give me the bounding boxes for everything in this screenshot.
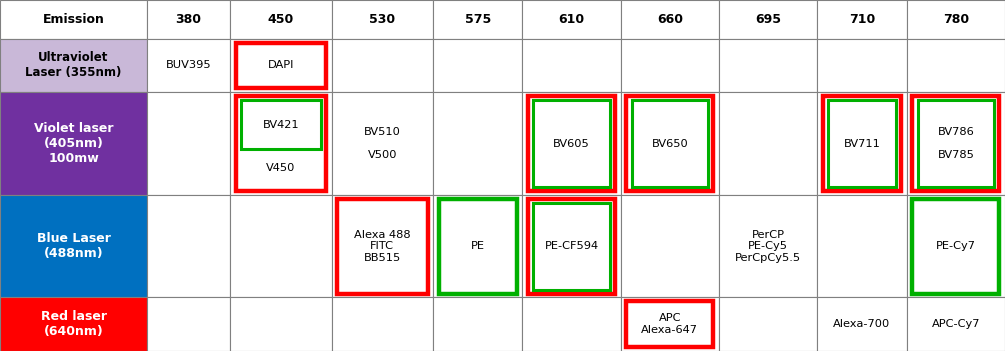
Text: 780: 780: [943, 13, 969, 26]
Text: 695: 695: [755, 13, 781, 26]
Text: BV786

BV785: BV786 BV785: [938, 127, 974, 160]
Text: 710: 710: [849, 13, 875, 26]
Bar: [534, 100, 610, 187]
Bar: [632, 100, 708, 187]
Bar: [621, 297, 719, 351]
Bar: [817, 0, 907, 39]
Bar: [907, 0, 1005, 39]
Text: BV711: BV711: [843, 139, 880, 148]
Bar: [523, 92, 621, 195]
Bar: [236, 96, 326, 191]
Text: V450: V450: [266, 163, 295, 173]
Bar: [817, 92, 907, 195]
Text: 660: 660: [657, 13, 682, 26]
Text: 380: 380: [176, 13, 202, 26]
Text: Emission: Emission: [42, 13, 105, 26]
Bar: [621, 0, 719, 39]
Text: 450: 450: [267, 13, 294, 26]
Bar: [828, 100, 895, 187]
Bar: [147, 297, 230, 351]
Text: BV650: BV650: [651, 139, 688, 148]
Bar: [332, 0, 433, 39]
Text: Alexa-700: Alexa-700: [833, 319, 890, 329]
Bar: [230, 39, 332, 92]
Bar: [523, 195, 621, 297]
Bar: [230, 0, 332, 39]
Bar: [817, 195, 907, 297]
Text: PE: PE: [470, 241, 484, 251]
Text: APC
Alexa-647: APC Alexa-647: [641, 313, 698, 335]
Bar: [523, 39, 621, 92]
Bar: [433, 297, 523, 351]
Bar: [719, 39, 817, 92]
Bar: [817, 297, 907, 351]
Bar: [332, 195, 433, 297]
Bar: [236, 42, 326, 88]
Bar: [719, 195, 817, 297]
Text: 530: 530: [369, 13, 395, 26]
Text: Alexa 488
FITC
BB515: Alexa 488 FITC BB515: [354, 230, 411, 263]
Text: BV421: BV421: [262, 120, 299, 130]
Text: 575: 575: [464, 13, 490, 26]
Bar: [626, 96, 714, 191]
Bar: [230, 297, 332, 351]
Bar: [523, 297, 621, 351]
Bar: [823, 96, 901, 191]
Bar: [528, 199, 615, 293]
Text: DAPI: DAPI: [267, 60, 294, 71]
Text: BV510

V500: BV510 V500: [364, 127, 401, 160]
Bar: [0, 39, 147, 92]
Text: PerCP
PE-Cy5
PerCpCy5.5: PerCP PE-Cy5 PerCpCy5.5: [735, 230, 801, 263]
Text: Ultraviolet
Laser (355nm): Ultraviolet Laser (355nm): [25, 52, 122, 79]
Bar: [528, 96, 615, 191]
Bar: [913, 96, 1000, 191]
Bar: [523, 0, 621, 39]
Bar: [332, 297, 433, 351]
Text: Red laser
(640nm): Red laser (640nm): [40, 310, 107, 338]
Text: BV605: BV605: [553, 139, 590, 148]
Text: PE-Cy7: PE-Cy7: [936, 241, 976, 251]
Bar: [433, 39, 523, 92]
Bar: [147, 195, 230, 297]
Bar: [817, 39, 907, 92]
Bar: [241, 100, 321, 149]
Bar: [907, 92, 1005, 195]
Bar: [907, 39, 1005, 92]
Bar: [621, 39, 719, 92]
Bar: [907, 297, 1005, 351]
Bar: [332, 92, 433, 195]
Bar: [621, 195, 719, 297]
Bar: [913, 199, 1000, 293]
Text: APC-Cy7: APC-Cy7: [932, 319, 980, 329]
Bar: [621, 92, 719, 195]
Bar: [147, 39, 230, 92]
Text: Blue Laser
(488nm): Blue Laser (488nm): [36, 232, 111, 260]
Bar: [626, 301, 714, 347]
Bar: [0, 297, 147, 351]
Bar: [0, 92, 147, 195]
Bar: [230, 92, 332, 195]
Bar: [438, 199, 517, 293]
Bar: [719, 297, 817, 351]
Bar: [433, 92, 523, 195]
Text: BUV395: BUV395: [166, 60, 211, 71]
Bar: [918, 100, 994, 187]
Bar: [332, 39, 433, 92]
Text: Violet laser
(405nm)
100mw: Violet laser (405nm) 100mw: [34, 122, 114, 165]
Bar: [534, 203, 610, 290]
Bar: [433, 0, 523, 39]
Bar: [147, 0, 230, 39]
Bar: [433, 195, 523, 297]
Bar: [147, 92, 230, 195]
Bar: [719, 92, 817, 195]
Bar: [0, 195, 147, 297]
Bar: [230, 195, 332, 297]
Bar: [337, 199, 427, 293]
Text: 610: 610: [559, 13, 585, 26]
Bar: [907, 195, 1005, 297]
Text: PE-CF594: PE-CF594: [545, 241, 599, 251]
Bar: [719, 0, 817, 39]
Bar: [0, 0, 147, 39]
